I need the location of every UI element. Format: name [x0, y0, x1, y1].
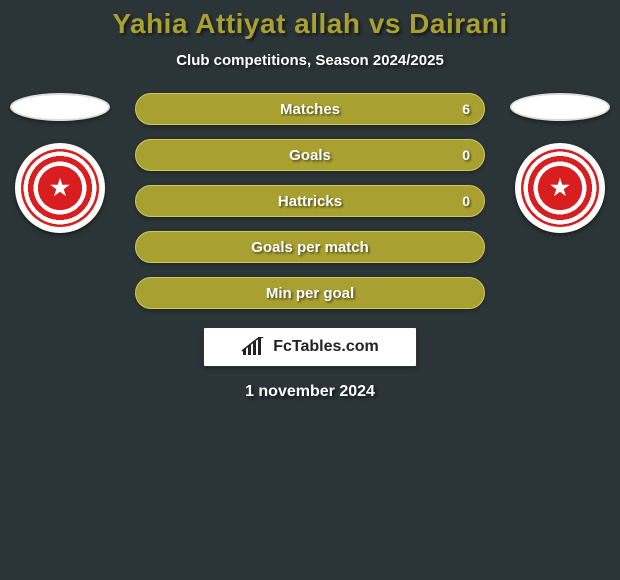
stat-row-goals: Goals 0 [135, 139, 485, 171]
stat-right-value: 6 [462, 101, 470, 117]
player-left-club-logo: ★ [15, 143, 105, 233]
player-right-column: ★ [500, 93, 620, 233]
date-label: 1 november 2024 [0, 383, 620, 401]
player-left-photo-placeholder [10, 93, 110, 121]
page-title: Yahia Attiyat allah vs Dairani [0, 0, 620, 40]
stat-label: Min per goal [266, 285, 354, 302]
main-area: ★ ★ Matches 6 Goals 0 Hattricks [0, 93, 620, 309]
stat-row-goals-per-match: Goals per match [135, 231, 485, 263]
player-right-photo-placeholder [510, 93, 610, 121]
club-logo-center: ★ [50, 175, 70, 201]
stat-right-value: 0 [462, 193, 470, 209]
club-logo-center: ★ [550, 175, 570, 201]
bar-chart-icon [241, 337, 267, 357]
player-left-column: ★ [0, 93, 120, 233]
stat-label: Goals per match [251, 239, 369, 256]
stat-label: Hattricks [278, 193, 342, 210]
player-right-club-logo: ★ [515, 143, 605, 233]
stat-row-min-per-goal: Min per goal [135, 277, 485, 309]
brand-badge[interactable]: FcTables.com [203, 327, 417, 367]
stat-right-value: 0 [462, 147, 470, 163]
stat-row-matches: Matches 6 [135, 93, 485, 125]
stat-label: Matches [280, 101, 340, 118]
brand-text: FcTables.com [273, 338, 379, 356]
stat-label: Goals [289, 147, 331, 164]
comparison-card: Yahia Attiyat allah vs Dairani Club comp… [0, 0, 620, 440]
stat-row-hattricks: Hattricks 0 [135, 185, 485, 217]
stats-list: Matches 6 Goals 0 Hattricks 0 Goals per … [135, 93, 485, 309]
subtitle: Club competitions, Season 2024/2025 [0, 52, 620, 69]
